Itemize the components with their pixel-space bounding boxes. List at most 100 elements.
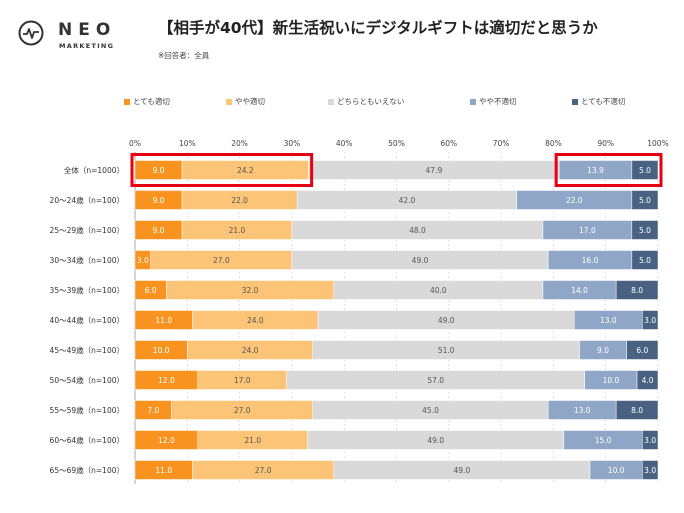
respondent-note: ※回答者：全員 [158, 51, 210, 60]
bar-segment [631, 160, 659, 180]
data-label: 32.0 [242, 286, 259, 295]
data-label: 10.0 [153, 346, 170, 355]
data-label: 49.0 [454, 466, 471, 475]
data-label: 11.0 [155, 466, 172, 475]
data-label: 5.0 [639, 166, 651, 175]
data-label: 12.0 [158, 436, 175, 445]
bar-segment [615, 400, 659, 420]
legend-label: やや適切 [235, 97, 265, 106]
category-label: 60～64歳（n=100） [50, 435, 124, 445]
legend-item-somewhat-inappropriate: やや不適切 [470, 96, 517, 107]
data-label: 5.0 [639, 226, 651, 235]
data-label: 13.9 [587, 166, 604, 175]
category-label: 30～34歳（n=100） [50, 255, 124, 265]
x-tick-label: 90% [597, 139, 614, 148]
data-label: 45.0 [422, 406, 439, 415]
legend-swatch [124, 98, 130, 105]
x-tick-label: 40% [336, 139, 353, 148]
highlight-box [554, 153, 663, 187]
data-label: 49.0 [412, 256, 429, 265]
data-label: 42.0 [399, 196, 416, 205]
data-label: 6.0 [145, 286, 157, 295]
brand-name: NEO [58, 20, 117, 40]
pulse-circle-icon [18, 20, 44, 46]
chart-title: 【相手が40代】新生活祝いにデジタルギフトは適切だと思うか [158, 19, 598, 37]
data-label: 15.0 [595, 436, 612, 445]
legend-label: どちらともいえない [337, 97, 405, 106]
category-label: 55～59歳（n=100） [50, 405, 124, 415]
bar-segment [631, 190, 659, 210]
data-label: 51.0 [438, 346, 455, 355]
data-label: 8.0 [631, 406, 643, 415]
data-label: 8.0 [631, 286, 643, 295]
bar-segment [615, 280, 659, 300]
legend-swatch [470, 98, 476, 105]
data-label: 7.0 [147, 406, 159, 415]
category-label: 40～44歳（n=100） [50, 315, 124, 325]
category-label: 45～49歳（n=100） [50, 345, 124, 355]
x-tick-label: 70% [493, 139, 510, 148]
x-tick-label: 60% [440, 139, 457, 148]
data-label: 27.0 [255, 466, 272, 475]
category-label: 50～54歳（n=100） [50, 375, 124, 385]
data-label: 40.0 [430, 286, 447, 295]
bar-segment [642, 430, 659, 450]
data-label: 13.0 [600, 316, 617, 325]
data-label: 3.0 [644, 436, 656, 445]
highlight-box [130, 153, 314, 187]
x-tick-label: 20% [231, 139, 248, 148]
data-label: 21.0 [229, 226, 246, 235]
data-label: 9.0 [153, 226, 165, 235]
data-label: 24.2 [237, 166, 254, 175]
category-label: 全体（n=1000） [64, 165, 124, 175]
data-label: 17.0 [234, 376, 251, 385]
data-label: 9.0 [597, 346, 609, 355]
data-label: 5.0 [639, 196, 651, 205]
bar-segment [642, 460, 659, 480]
category-label: 65～69歳（n=100） [50, 465, 124, 475]
bar-segment [631, 250, 659, 270]
data-label: 27.0 [234, 406, 251, 415]
legend-label: とても適切 [133, 97, 170, 106]
data-label: 57.0 [427, 376, 444, 385]
x-tick-label: 0% [129, 139, 141, 148]
data-label: 9.0 [153, 166, 165, 175]
bar-segment [626, 340, 659, 360]
legend-swatch [572, 98, 578, 105]
data-label: 24.0 [247, 316, 264, 325]
legend-item-neutral: どちらともいえない [328, 96, 404, 107]
x-tick-label: 30% [284, 139, 301, 148]
data-label: 10.0 [608, 466, 625, 475]
data-label: 3.0 [644, 316, 656, 325]
data-label: 49.0 [427, 436, 444, 445]
category-label: 35～39歳（n=100） [50, 285, 124, 295]
x-tick-label: 80% [545, 139, 562, 148]
category-label: 25～29歳（n=100） [50, 225, 124, 235]
data-label: 49.0 [438, 316, 455, 325]
data-label: 6.0 [636, 346, 648, 355]
data-label: 47.9 [426, 166, 443, 175]
legend-swatch [226, 98, 232, 105]
data-label: 21.0 [244, 436, 261, 445]
brand-logo: NEO MARKETING [14, 14, 124, 54]
category-label: 20～24歳（n=100） [50, 195, 124, 205]
data-label: 10.0 [603, 376, 620, 385]
data-label: 11.0 [155, 316, 172, 325]
data-label: 9.0 [153, 196, 165, 205]
legend-label: やや不適切 [479, 97, 517, 106]
legend-item-very-inappropriate: とても不適切 [572, 96, 625, 107]
data-label: 22.0 [231, 196, 248, 205]
data-label: 5.0 [639, 256, 651, 265]
chart-legend: とても適切 やや適切 どちらともいえない やや不適切 とても不適切 [0, 96, 684, 108]
bar-segment [636, 370, 659, 390]
data-label: 22.0 [566, 196, 583, 205]
data-label: 17.0 [579, 226, 596, 235]
data-label: 27.0 [213, 256, 230, 265]
legend-swatch [328, 98, 334, 105]
x-tick-label: 100% [647, 139, 668, 148]
data-label: 4.0 [642, 376, 654, 385]
data-label: 3.0 [137, 256, 149, 265]
x-tick-label: 10% [179, 139, 196, 148]
legend-item-very-appropriate: とても適切 [124, 96, 170, 107]
